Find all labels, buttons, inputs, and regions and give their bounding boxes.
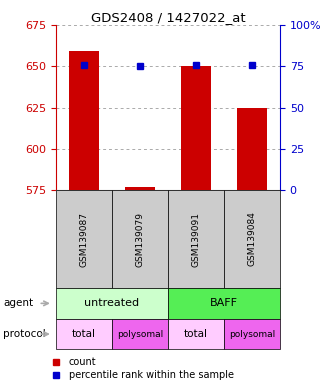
Bar xyxy=(236,108,268,190)
Bar xyxy=(112,190,168,288)
Text: total: total xyxy=(72,329,96,339)
Bar xyxy=(224,319,280,349)
Text: total: total xyxy=(184,329,208,339)
Title: GDS2408 / 1427022_at: GDS2408 / 1427022_at xyxy=(91,11,245,24)
Text: GSM139084: GSM139084 xyxy=(247,212,257,266)
Text: agent: agent xyxy=(3,298,33,308)
Bar xyxy=(180,66,212,190)
Text: GSM139087: GSM139087 xyxy=(79,212,89,266)
Text: GSM139091: GSM139091 xyxy=(191,212,201,266)
Bar xyxy=(224,190,280,288)
Bar xyxy=(112,319,168,349)
Bar xyxy=(168,319,224,349)
Bar xyxy=(168,190,224,288)
Bar xyxy=(56,190,112,288)
Bar xyxy=(68,51,100,190)
Bar xyxy=(168,288,280,319)
Text: percentile rank within the sample: percentile rank within the sample xyxy=(69,370,234,381)
Bar xyxy=(124,187,156,190)
Text: protocol: protocol xyxy=(3,329,46,339)
Text: untreated: untreated xyxy=(84,298,140,308)
Bar xyxy=(56,319,112,349)
Text: GSM139079: GSM139079 xyxy=(135,212,145,266)
Bar xyxy=(56,288,168,319)
Text: count: count xyxy=(69,356,96,367)
Text: polysomal: polysomal xyxy=(229,329,275,339)
Text: BAFF: BAFF xyxy=(210,298,238,308)
Text: polysomal: polysomal xyxy=(117,329,163,339)
